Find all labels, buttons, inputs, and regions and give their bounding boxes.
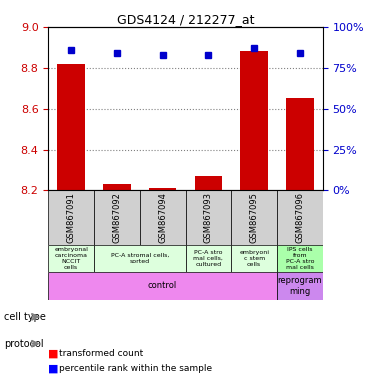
FancyBboxPatch shape <box>186 190 231 245</box>
Bar <box>103 184 131 190</box>
Text: transformed count: transformed count <box>59 349 144 358</box>
Text: embryonal
carcinoma
NCCIT
cells: embryonal carcinoma NCCIT cells <box>54 247 88 270</box>
FancyBboxPatch shape <box>231 190 277 245</box>
Text: embryoni
c stem
cells: embryoni c stem cells <box>239 250 269 267</box>
Text: PC-A stro
mal cells,
cultured: PC-A stro mal cells, cultured <box>193 250 223 267</box>
FancyBboxPatch shape <box>277 245 323 272</box>
FancyBboxPatch shape <box>231 245 277 272</box>
Text: IPS cells
from
PC-A stro
mal cells: IPS cells from PC-A stro mal cells <box>286 247 314 270</box>
Bar <box>195 176 222 190</box>
Text: reprogram
ming: reprogram ming <box>278 276 322 296</box>
Bar <box>58 64 85 190</box>
FancyBboxPatch shape <box>94 190 140 245</box>
Bar <box>286 98 313 190</box>
Bar <box>149 189 176 190</box>
FancyBboxPatch shape <box>277 272 323 300</box>
Bar <box>240 51 268 190</box>
Text: ■: ■ <box>48 364 59 374</box>
Text: protocol: protocol <box>4 339 43 349</box>
Text: GSM867096: GSM867096 <box>295 192 304 243</box>
Title: GDS4124 / 212277_at: GDS4124 / 212277_at <box>117 13 254 26</box>
FancyBboxPatch shape <box>186 245 231 272</box>
FancyBboxPatch shape <box>277 190 323 245</box>
Text: cell type: cell type <box>4 312 46 322</box>
Text: GSM867093: GSM867093 <box>204 192 213 243</box>
FancyBboxPatch shape <box>48 245 94 272</box>
Text: GSM867091: GSM867091 <box>67 192 76 243</box>
Text: GSM867094: GSM867094 <box>158 192 167 243</box>
FancyBboxPatch shape <box>94 245 186 272</box>
Text: ■: ■ <box>48 348 59 358</box>
Text: GSM867095: GSM867095 <box>250 192 259 243</box>
Text: percentile rank within the sample: percentile rank within the sample <box>59 364 213 373</box>
Text: GSM867092: GSM867092 <box>112 192 121 243</box>
FancyBboxPatch shape <box>48 272 277 300</box>
Text: control: control <box>148 281 177 290</box>
FancyBboxPatch shape <box>48 190 94 245</box>
Text: PC-A stromal cells,
sorted: PC-A stromal cells, sorted <box>111 253 169 264</box>
FancyBboxPatch shape <box>140 190 186 245</box>
